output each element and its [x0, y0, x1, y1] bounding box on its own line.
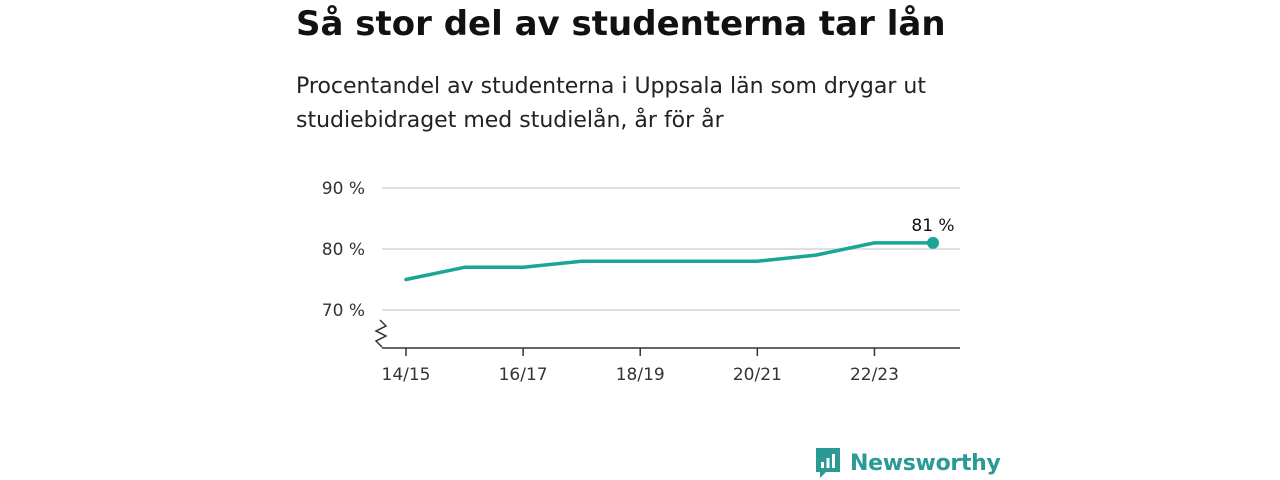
series-line	[404, 241, 935, 282]
x-tick-label: 20/21	[733, 365, 782, 385]
x-tick-label: 14/15	[382, 365, 431, 385]
x-axis: 14/15 16/17 18/19 20/21 22/23	[374, 319, 960, 385]
newsworthy-logo-text: Newsworthy	[850, 450, 1001, 476]
axis-break-icon	[374, 319, 388, 348]
data-labels: 81 %	[911, 216, 954, 236]
end-point-marker	[927, 236, 939, 249]
x-tick-label: 16/17	[499, 365, 548, 385]
y-axis: 70 % 80 % 90 %	[322, 179, 365, 321]
gridlines	[382, 187, 960, 311]
series-group	[404, 236, 939, 282]
y-tick-label: 90 %	[322, 179, 365, 199]
x-tick-label: 18/19	[616, 365, 665, 385]
y-tick-label: 80 %	[322, 240, 365, 260]
newsworthy-logo-icon	[816, 448, 840, 478]
chart-subtitle: Procentandel av studenterna i Uppsala lä…	[296, 74, 926, 133]
x-tick-label: 22/23	[850, 365, 899, 385]
newsworthy-logo: Newsworthy	[814, 446, 1001, 480]
end-value-label: 81 %	[911, 216, 954, 236]
chart-title: Så stor del av studenterna tar lån	[296, 4, 946, 44]
y-tick-label: 70 %	[322, 301, 365, 321]
